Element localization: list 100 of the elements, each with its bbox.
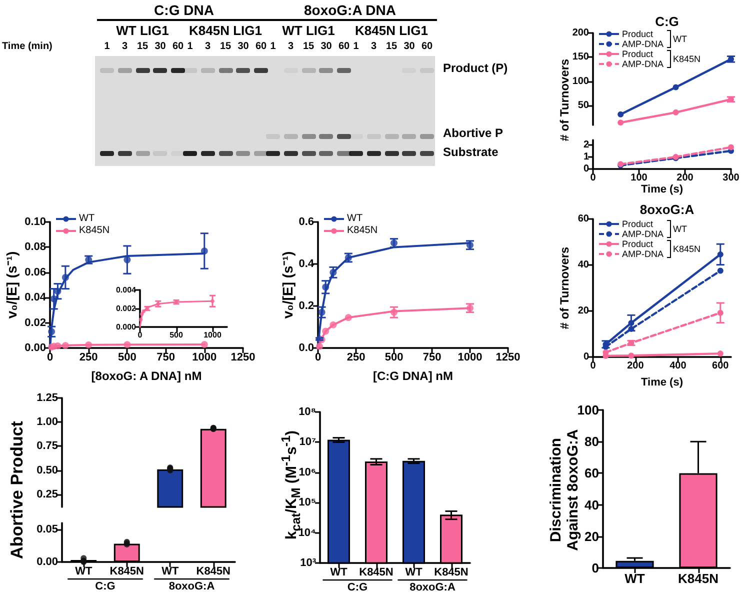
x-tick-label: 200 bbox=[627, 360, 644, 372]
x-tick-label: WT bbox=[330, 566, 348, 578]
x-tick-label: 200 bbox=[676, 172, 694, 184]
x-tick-label: 750 bbox=[422, 352, 442, 364]
y-tick-label: 50 bbox=[578, 100, 590, 112]
y-tick-label: 40 bbox=[578, 260, 590, 270]
category-label: 3 bbox=[288, 41, 294, 52]
category-label: 1 bbox=[187, 41, 193, 52]
legend-label: AMP-DNA bbox=[622, 38, 664, 48]
x-tick-label: 500 bbox=[118, 352, 136, 364]
y-tick-label: 0.6 bbox=[298, 216, 314, 228]
y-axis-title: Discrimination Against 8oxoG:A bbox=[548, 429, 582, 551]
x-tick-label: 1250 bbox=[496, 352, 520, 364]
y-tick-label: 0.000 bbox=[116, 322, 137, 332]
x-tick-label: 250 bbox=[346, 352, 366, 364]
y-tick-label: 1.00 bbox=[36, 416, 58, 428]
legend-label: Product bbox=[622, 48, 654, 58]
legend-label: K845N bbox=[79, 225, 110, 236]
x-tick-label: WT bbox=[405, 566, 423, 578]
y-tick-label: 0.25 bbox=[36, 488, 58, 500]
x-tick-label: 400 bbox=[670, 360, 687, 372]
x-tick-label: 1250 bbox=[230, 352, 256, 364]
category-label: 60 bbox=[421, 41, 433, 52]
text: K845N LIG1 bbox=[189, 23, 262, 38]
y-axis-title: v₀/[E] (s⁻¹) bbox=[3, 251, 20, 319]
category-label: 30 bbox=[404, 41, 415, 52]
text: Substrate bbox=[443, 145, 498, 159]
x-tick-label: K845N bbox=[359, 566, 394, 578]
text: WT LIG1 bbox=[116, 23, 169, 38]
legend-label: K845N bbox=[347, 225, 378, 236]
chart-title: C:G bbox=[655, 14, 679, 29]
category-label: 30 bbox=[320, 41, 332, 52]
text: C:G DNA bbox=[154, 2, 214, 18]
x-tick-label: 500 bbox=[384, 352, 404, 364]
category-label: 3 bbox=[370, 41, 377, 52]
x-axis-title: [C:G DNA] nM bbox=[373, 369, 453, 383]
x-tick-label: WT bbox=[162, 566, 179, 578]
y-tick-label: 20 bbox=[578, 306, 590, 316]
text: 8oxoG:A bbox=[410, 582, 456, 594]
annotation: K845N bbox=[673, 244, 701, 254]
y-tick-label: 100 bbox=[572, 76, 590, 87]
x-axis-title: Time (s) bbox=[641, 183, 684, 196]
category-label: 30 bbox=[154, 41, 166, 52]
category-label: 60 bbox=[255, 41, 267, 52]
x-tick-label: 300 bbox=[722, 172, 740, 184]
y-tick-label: 20 bbox=[584, 528, 599, 544]
legend-label: Product bbox=[622, 238, 654, 248]
x-tick-label: K845N bbox=[678, 571, 718, 586]
category-label: 3 bbox=[122, 41, 128, 52]
annotation: WT bbox=[673, 224, 687, 234]
y-tick-label: 0.08 bbox=[24, 241, 46, 254]
text: Time (min) bbox=[2, 41, 52, 52]
y-tick-label: 40 bbox=[584, 497, 599, 512]
y-tick-label: 100 bbox=[577, 402, 599, 418]
y-tick-label: 0.50 bbox=[36, 464, 58, 476]
legend-label: WT bbox=[347, 213, 363, 224]
legend-label: AMP-DNA bbox=[622, 58, 664, 68]
text: 8oxoG:A bbox=[168, 580, 215, 592]
x-axis-title: [8oxoG: A DNA] nM bbox=[91, 369, 202, 383]
x-tick-label: 100 bbox=[630, 172, 648, 184]
x-tick-label: K845N bbox=[196, 566, 231, 578]
text: Product (P) bbox=[443, 61, 508, 75]
y-tick-label: 1 bbox=[583, 151, 590, 162]
category-label: 30 bbox=[238, 41, 249, 52]
y-tick-label: 0.10 bbox=[24, 216, 46, 228]
y-tick-label: 0.002 bbox=[116, 304, 137, 313]
x-tick-label: 500 bbox=[170, 330, 184, 340]
legend-label: Product bbox=[622, 218, 654, 228]
x-tick-label: 600 bbox=[712, 360, 730, 372]
category-label: 15 bbox=[302, 41, 314, 52]
x-tick-label: 0 bbox=[138, 330, 143, 340]
y-tick-label: 10⁶ bbox=[298, 466, 316, 478]
annotation: WT bbox=[673, 34, 687, 44]
y-tick-label: 0.05 bbox=[36, 524, 58, 536]
category-label: 60 bbox=[172, 41, 184, 52]
y-axis-title: # of Turnovers bbox=[557, 246, 572, 330]
y-tick-label: 60 bbox=[578, 214, 590, 224]
y-tick-label: 150 bbox=[572, 52, 590, 63]
y-tick-label: 1.25 bbox=[36, 392, 58, 404]
x-tick-label: K845N bbox=[434, 566, 468, 578]
x-tick-label: 1000 bbox=[458, 352, 482, 364]
y-tick-label: 0.00 bbox=[36, 556, 58, 568]
y-tick-label: 0 bbox=[583, 164, 590, 174]
y-tick-label: 0.4 bbox=[298, 258, 315, 270]
text: WT LIG1 bbox=[282, 23, 335, 38]
category-label: 15 bbox=[386, 41, 398, 52]
x-tick-label: WT bbox=[624, 571, 645, 586]
category-label: 15 bbox=[136, 41, 148, 52]
legend-label: AMP-DNA bbox=[622, 228, 664, 238]
x-tick-label: WT bbox=[75, 566, 92, 578]
y-tick-label: 2 bbox=[583, 139, 590, 150]
x-axis-title: Time (s) bbox=[641, 376, 684, 388]
y-tick-label: 0.06 bbox=[24, 266, 46, 278]
category-label: 15 bbox=[220, 41, 232, 52]
legend-label: Product bbox=[622, 28, 654, 38]
text: C:G bbox=[347, 582, 368, 594]
text: 8oxoG:A DNA bbox=[304, 2, 396, 18]
y-tick-label: 80 bbox=[584, 434, 599, 450]
category-label: 3 bbox=[204, 41, 211, 52]
text: K845N LIG1 bbox=[355, 23, 428, 38]
